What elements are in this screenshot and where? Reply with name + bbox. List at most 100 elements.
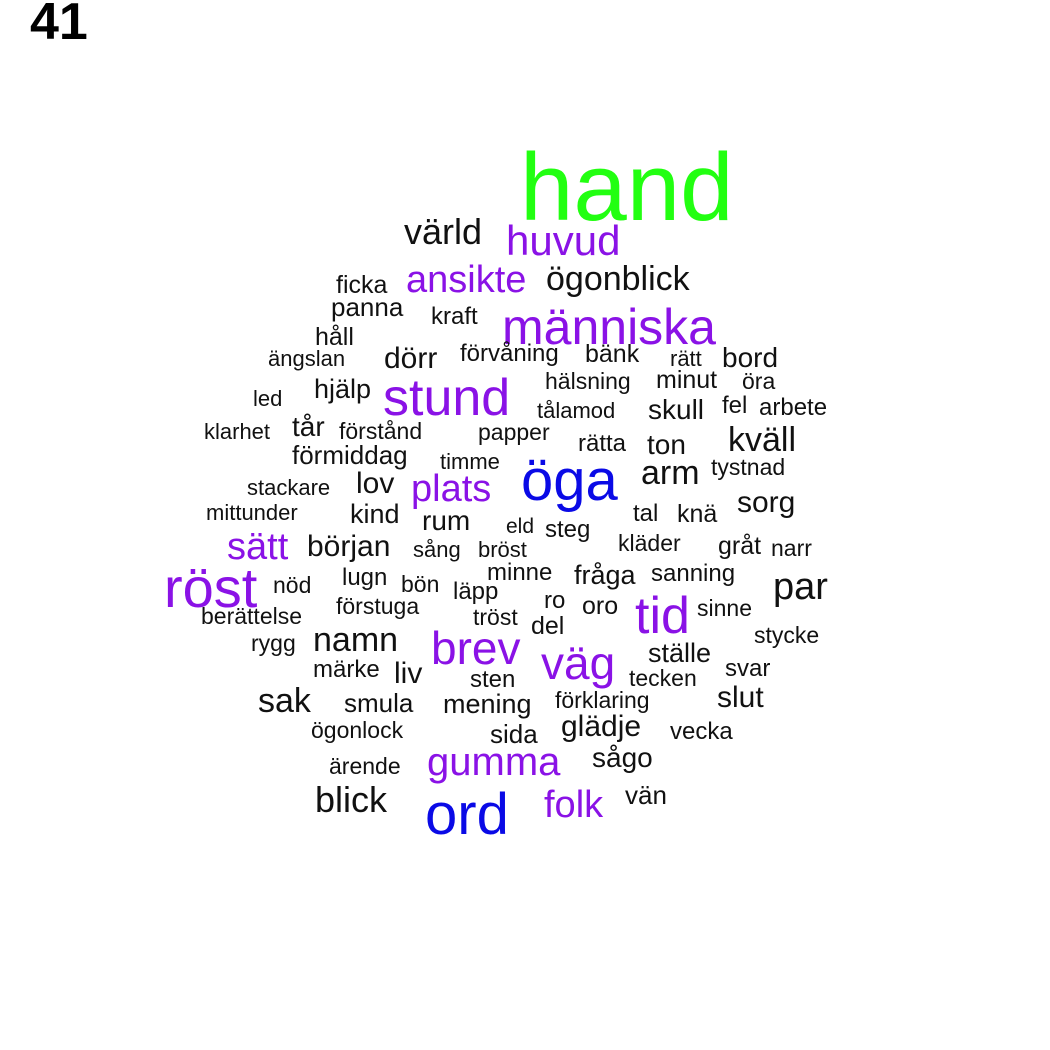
word-stund: stund bbox=[383, 369, 511, 427]
word-liv: liv bbox=[394, 657, 423, 690]
word-par: par bbox=[773, 566, 828, 608]
word-brev: brev bbox=[431, 622, 521, 674]
word-svar: svar bbox=[725, 655, 771, 682]
word-stackare: stackare bbox=[247, 475, 331, 500]
word-arbete: arbete bbox=[759, 394, 828, 421]
word-steg: steg bbox=[545, 516, 591, 543]
word-stycke: stycke bbox=[754, 622, 820, 648]
page-number: 41 bbox=[30, 0, 88, 51]
word-narr: narr bbox=[771, 535, 812, 561]
word-förmiddag: förmiddag bbox=[292, 440, 408, 470]
word-väg: väg bbox=[541, 637, 616, 689]
word-folk: folk bbox=[544, 784, 604, 826]
word-ärende: ärende bbox=[329, 753, 401, 779]
word-huvud: huvud bbox=[506, 217, 621, 264]
word-ögonblick: ögonblick bbox=[546, 260, 690, 298]
word-blick: blick bbox=[315, 779, 388, 820]
word-minne: minne bbox=[487, 559, 553, 586]
word-rygg: rygg bbox=[251, 630, 296, 656]
word-nöd: nöd bbox=[273, 572, 312, 598]
word-tal: tal bbox=[633, 500, 659, 527]
word-ro: ro bbox=[544, 587, 566, 614]
word-ficka: ficka bbox=[336, 271, 388, 299]
word-tår: tår bbox=[292, 411, 325, 442]
word-början: början bbox=[307, 530, 391, 563]
word-slut: slut bbox=[717, 681, 764, 714]
word-lov: lov bbox=[356, 467, 395, 500]
word-gumma: gumma bbox=[427, 740, 561, 784]
word-papper: papper bbox=[478, 419, 550, 445]
word-sång: sång bbox=[413, 537, 461, 562]
word-läpp: läpp bbox=[453, 578, 499, 605]
word-sätt: sätt bbox=[227, 526, 289, 568]
word-skull: skull bbox=[648, 394, 705, 425]
word-panna: panna bbox=[331, 292, 404, 322]
word-tecken: tecken bbox=[629, 665, 697, 691]
word-smula: smula bbox=[344, 688, 414, 718]
word-vän: vän bbox=[625, 780, 667, 810]
word-öra: öra bbox=[742, 368, 776, 394]
word-sågo: sågo bbox=[592, 742, 653, 773]
word-del: del bbox=[531, 612, 565, 640]
word-tröst: tröst bbox=[473, 604, 518, 630]
word-minut: minut bbox=[656, 366, 718, 394]
word-gråt: gråt bbox=[718, 532, 762, 560]
word-mittunder: mittunder bbox=[206, 500, 298, 525]
word-dörr: dörr bbox=[384, 342, 438, 375]
word-rum: rum bbox=[422, 505, 471, 536]
word-tid: tid bbox=[635, 587, 690, 645]
word-sak: sak bbox=[258, 682, 311, 720]
word-förstuga: förstuga bbox=[336, 593, 420, 619]
word-märke: märke bbox=[313, 656, 380, 683]
word-plats: plats bbox=[411, 468, 492, 510]
word-kraft: kraft bbox=[431, 303, 478, 330]
word-fråga: fråga bbox=[574, 560, 636, 590]
word-ansikte: ansikte bbox=[406, 259, 527, 301]
word-led: led bbox=[253, 386, 283, 411]
word-ögonlock: ögonlock bbox=[311, 717, 404, 743]
word-bön: bön bbox=[401, 571, 440, 597]
word-vecka: vecka bbox=[670, 718, 733, 745]
word-ord: ord bbox=[425, 782, 509, 847]
word-timme: timme bbox=[440, 449, 500, 474]
word-bänk: bänk bbox=[585, 340, 640, 368]
word-rätt: rätt bbox=[670, 346, 702, 371]
word-kind: kind bbox=[350, 499, 400, 529]
word-sanning: sanning bbox=[651, 560, 736, 587]
word-förklaring: förklaring bbox=[555, 687, 650, 713]
word-rätta: rätta bbox=[578, 430, 627, 457]
word-glädje: glädje bbox=[561, 710, 642, 743]
word-knä: knä bbox=[677, 500, 718, 528]
word-sida: sida bbox=[490, 719, 538, 749]
word-mening: mening bbox=[443, 689, 532, 719]
word-sorg: sorg bbox=[737, 486, 796, 519]
word-arm: arm bbox=[641, 454, 700, 492]
word-klarhet: klarhet bbox=[204, 419, 271, 444]
word-bord: bord bbox=[722, 342, 779, 373]
word-människa: människa bbox=[502, 299, 716, 355]
word-hand: hand bbox=[520, 134, 734, 241]
word-ängslan: ängslan bbox=[268, 346, 346, 371]
word-oro: oro bbox=[582, 592, 619, 620]
word-ton: ton bbox=[647, 429, 686, 460]
word-kläder: kläder bbox=[618, 530, 681, 556]
word-ställe: ställe bbox=[648, 638, 712, 668]
word-lugn: lugn bbox=[342, 564, 388, 591]
word-värld: värld bbox=[404, 211, 483, 252]
word-hälsning: hälsning bbox=[545, 368, 631, 394]
word-sten: sten bbox=[470, 666, 516, 693]
word-tålamod: tålamod bbox=[537, 398, 616, 423]
word-röst: röst bbox=[164, 556, 258, 619]
word-berättelse: berättelse bbox=[201, 603, 303, 629]
word-kväll: kväll bbox=[728, 421, 797, 459]
word-sinne: sinne bbox=[697, 595, 752, 621]
word-förstånd: förstånd bbox=[339, 418, 423, 444]
word-namn: namn bbox=[313, 621, 399, 659]
word-hjälp: hjälp bbox=[314, 374, 372, 404]
word-fel: fel bbox=[722, 392, 748, 419]
word-bröst: bröst bbox=[478, 537, 527, 562]
word-håll: håll bbox=[315, 323, 354, 351]
word-tystnad: tystnad bbox=[711, 454, 786, 480]
word-förvåning: förvåning bbox=[460, 340, 559, 367]
